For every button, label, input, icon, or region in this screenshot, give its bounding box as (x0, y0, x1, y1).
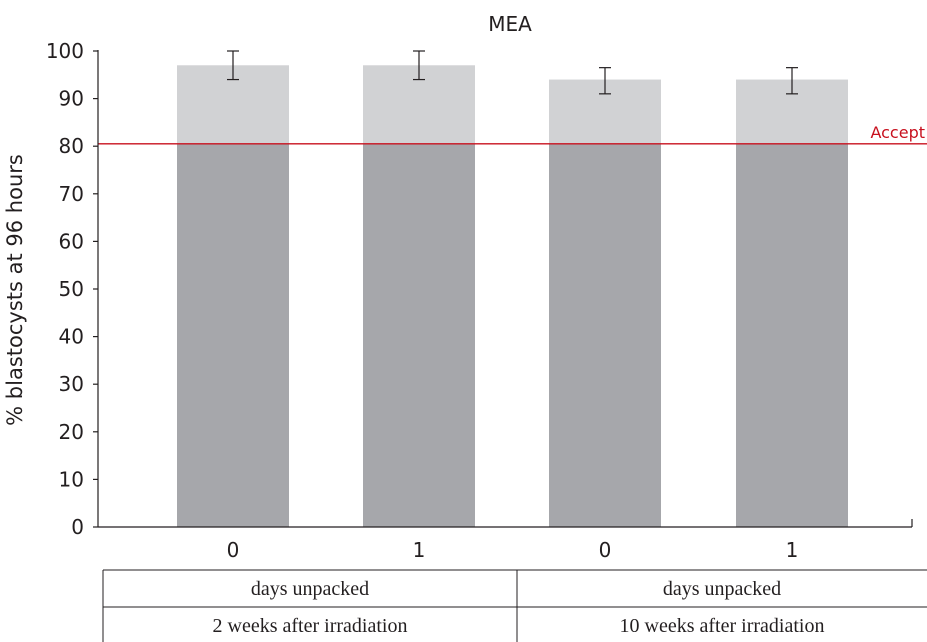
bar-2-lower (549, 143, 661, 527)
y-tick-label-80: 80 (59, 134, 84, 158)
y-tick-label-60: 60 (59, 229, 84, 253)
error-bars-layer (227, 50, 798, 95)
bars-layer (177, 65, 848, 527)
bar-1-lower (363, 143, 475, 527)
error-bar-2 (599, 67, 611, 95)
group-label-table: days unpacked days unpacked 2 weeks after … (102, 569, 927, 642)
y-tick-label-100: 100 (46, 39, 84, 63)
group-label-row1-col0: 2 weeks after irradiation (213, 615, 408, 637)
x-tick-label-1: 1 (413, 538, 426, 562)
error-bar-0 (227, 50, 239, 81)
y-axis-label: % blastocysts at 96 hours (3, 154, 27, 426)
y-tick-label-40: 40 (59, 325, 84, 349)
group-label-row0-col0: days unpacked (251, 578, 369, 600)
error-bar-3 (786, 67, 798, 95)
error-bar-1 (413, 50, 425, 81)
y-tick-label-50: 50 (59, 277, 84, 301)
x-tick-label-2: 0 (599, 538, 612, 562)
y-tick-label-10: 10 (59, 467, 84, 491)
y-tick-label-70: 70 (59, 182, 84, 206)
y-tick-label-20: 20 (59, 420, 84, 444)
y-tick-label-0: 0 (71, 515, 84, 539)
x-tick-label-3: 1 (786, 538, 799, 562)
group-label-row1-col1: 10 weeks after irradiation (620, 615, 825, 637)
x-tick-label-0: 0 (227, 538, 240, 562)
bar-0-lower (177, 143, 289, 527)
y-ticks-layer: 0 10 20 30 40 50 60 70 80 90 100 (46, 39, 98, 539)
y-tick-label-90: 90 (59, 87, 84, 111)
group-label-row0-col1: days unpacked (663, 578, 781, 600)
bar-3-lower (736, 143, 848, 527)
accept-label: Accept (870, 123, 925, 142)
chart-title: MEA (488, 12, 532, 36)
x-tick-labels-layer: 0 1 0 1 (227, 538, 799, 562)
reference-line-layer: Accept (98, 123, 927, 145)
y-tick-label-30: 30 (59, 372, 84, 396)
